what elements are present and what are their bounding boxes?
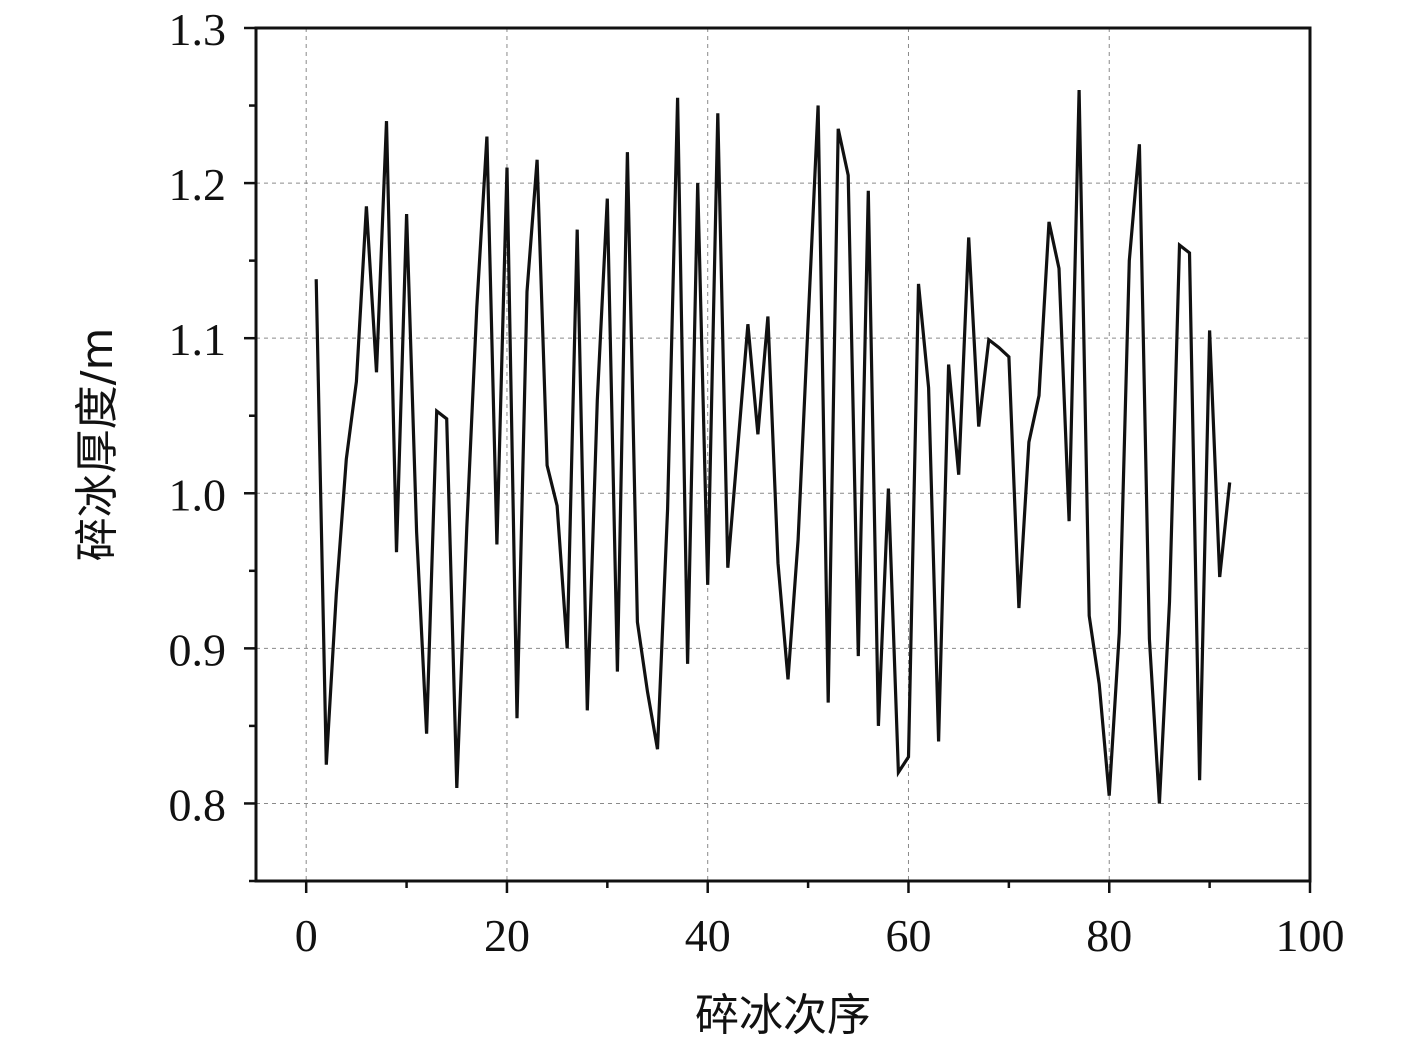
x-tick-label: 0 — [295, 910, 318, 961]
y-tick-label: 1.0 — [169, 469, 227, 520]
x-tick-label: 20 — [484, 910, 530, 961]
grid-layer — [256, 28, 1310, 881]
series-line — [314, 89, 1232, 804]
y-tick-label: 1.3 — [169, 4, 227, 55]
y-tick-label: 1.1 — [169, 314, 227, 365]
x-axis-label: 碎冰次序 — [695, 990, 871, 1041]
x-tick-label: 80 — [1086, 910, 1132, 961]
plot-frame — [254, 26, 1312, 883]
y-tick-label: 0.8 — [169, 779, 227, 830]
axis-layer: 0 20 40 60 80 100 0.8 0.9 1.0 1.1 1.2 1.3 — [169, 4, 1345, 961]
y-tick-label: 1.2 — [169, 159, 227, 210]
x-tick-label: 40 — [685, 910, 731, 961]
x-tick-label: 100 — [1276, 910, 1345, 961]
x-tick-label: 60 — [885, 910, 931, 961]
y-tick-label: 0.9 — [169, 624, 227, 675]
y-axis-label: 碎冰厚度/m — [72, 328, 123, 562]
